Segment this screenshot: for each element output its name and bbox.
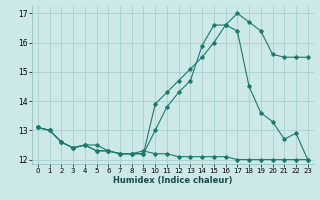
X-axis label: Humidex (Indice chaleur): Humidex (Indice chaleur) [113,176,233,185]
